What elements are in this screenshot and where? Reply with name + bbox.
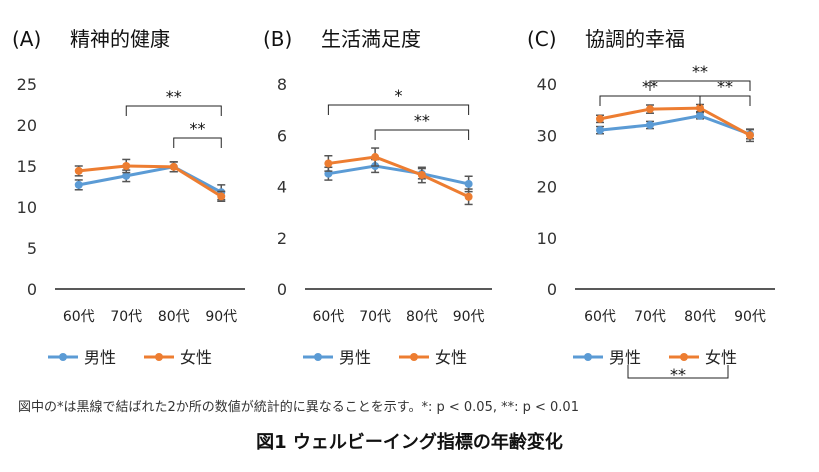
series-line-male — [328, 164, 469, 186]
x-tick-label: 60代 — [312, 309, 344, 325]
legend-marker-female — [410, 353, 418, 361]
significance-label: ** — [717, 77, 733, 96]
x-tick-label: 80代 — [684, 309, 716, 325]
data-point-female — [464, 192, 473, 201]
significance-label: ** — [414, 111, 430, 130]
y-tick-label: 25 — [17, 75, 37, 94]
y-tick-label: 4 — [277, 178, 287, 197]
data-point-female — [417, 170, 426, 179]
data-point-female — [169, 162, 178, 171]
panel-a: (A) 精神的健康 0 5 10 15 20 25 60代 70代 80代 90代 ** ** 男性 女性 — [12, 27, 245, 367]
panel-label: (C) — [527, 27, 557, 51]
legend-marker-male — [314, 353, 322, 361]
x-tick-label: 60代 — [584, 309, 616, 325]
x-tick-label: 70代 — [110, 309, 142, 325]
series-line-male — [599, 114, 751, 136]
chart-title: 協調的幸福 — [585, 27, 685, 51]
data-point-female — [324, 159, 333, 168]
y-tick-label: 40 — [537, 75, 557, 94]
data-point-female — [122, 162, 131, 170]
y-tick-label: 0 — [27, 280, 37, 299]
data-point-female — [596, 114, 604, 123]
series-line-female — [599, 106, 751, 137]
y-tick-label: 20 — [537, 178, 557, 197]
legend-label-male: 男性 — [609, 348, 641, 367]
y-tick-label: 0 — [277, 280, 287, 299]
x-tick-label: 90代 — [734, 309, 766, 325]
panel-label: (A) — [12, 27, 41, 51]
series-line-female — [328, 155, 470, 199]
data-point-male — [696, 111, 704, 120]
data-point-female — [746, 131, 754, 140]
panel-label: (B) — [263, 27, 292, 51]
data-point-female — [371, 153, 380, 162]
y-tick-label: 15 — [17, 157, 37, 176]
data-point-male — [74, 180, 83, 189]
significance-bracket — [173, 137, 222, 148]
y-tick-label: 20 — [17, 116, 37, 135]
legend-label-male: 男性 — [339, 348, 371, 367]
significance-bracket — [374, 129, 470, 140]
x-tick-label: 90代 — [453, 309, 485, 325]
x-tick-label: 60代 — [63, 309, 95, 325]
series-line-female — [78, 164, 223, 198]
y-tick-label: 0 — [547, 280, 557, 299]
significance-label: ** — [692, 62, 708, 81]
data-point-female — [217, 192, 226, 201]
y-tick-label: 10 — [537, 229, 557, 248]
y-tick-label: 10 — [17, 198, 37, 217]
x-tick-label: 80代 — [406, 309, 438, 325]
footnote: 図中の*は黒線で結ばれた2か所の数値が統計的に異なることを示す。*: p < 0… — [18, 400, 579, 415]
figure-title: 図1 ウェルビーイング指標の年齢変化 — [256, 432, 563, 453]
chart-title: 生活満足度 — [321, 27, 421, 51]
data-point-female — [696, 104, 704, 113]
y-tick-label: 6 — [277, 126, 287, 145]
series-line-male — [78, 165, 222, 194]
legend-marker-male — [59, 353, 67, 361]
significance-bracket — [125, 105, 222, 116]
data-point-male — [464, 179, 473, 188]
significance-bracket — [327, 104, 470, 115]
y-tick-label: 2 — [277, 229, 287, 248]
significance-label: ** — [166, 87, 182, 106]
data-point-male — [646, 121, 654, 129]
significance-label: ** — [190, 119, 206, 138]
legend-marker-female — [680, 353, 688, 361]
legend-label-female: 女性 — [435, 348, 467, 367]
x-tick-label: 80代 — [158, 309, 190, 325]
y-tick-label: 30 — [537, 126, 557, 145]
data-point-female — [74, 166, 83, 175]
data-point-female — [646, 105, 654, 114]
data-point-male — [596, 126, 604, 135]
chart-title: 精神的健康 — [70, 27, 170, 51]
legend-label-female: 女性 — [180, 348, 212, 367]
legend-significance-bracket — [627, 365, 729, 379]
y-tick-label: 8 — [277, 75, 287, 94]
legend-label-male: 男性 — [84, 348, 116, 367]
legend-label-female: 女性 — [705, 348, 737, 367]
legend-marker-female — [155, 353, 163, 361]
x-tick-label: 70代 — [359, 309, 391, 325]
x-tick-label: 90代 — [205, 309, 237, 325]
legend-marker-male — [584, 353, 592, 361]
x-tick-label: 70代 — [634, 309, 666, 325]
significance-bracket — [699, 95, 751, 106]
y-tick-label: 5 — [27, 239, 37, 258]
significance-bracket — [649, 80, 751, 91]
legend-significance-label: ** — [670, 365, 686, 384]
significance-label: * — [395, 86, 403, 105]
data-point-male — [122, 171, 131, 180]
